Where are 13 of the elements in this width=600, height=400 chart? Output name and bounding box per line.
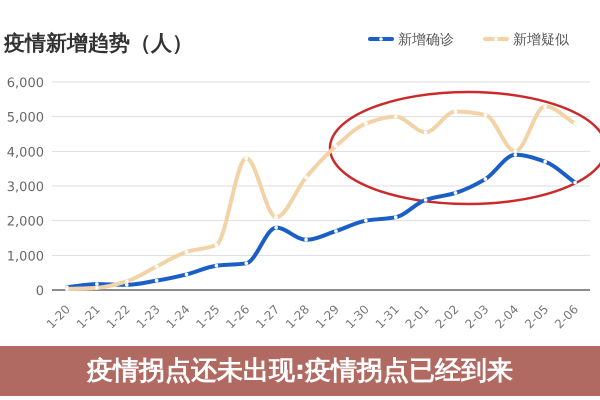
y-tick-label: 3,000	[6, 180, 44, 195]
y-tick-label: 1,000	[6, 249, 44, 264]
y-tick-label: 5,000	[6, 110, 44, 126]
y-tick-label: 2,000	[6, 214, 44, 230]
chart-title: 疫情新增趋势（人）	[3, 31, 193, 55]
y-tick-label: 0	[36, 284, 44, 299]
legend-label: 新增疑似	[513, 32, 569, 48]
line-series	[64, 104, 578, 291]
y-tick-label: 4,000	[6, 145, 44, 160]
legend-label: 新增确诊	[398, 32, 454, 48]
text: 疫情拐点还未出现:疫情拐点已经到来	[86, 355, 514, 388]
line-series	[64, 152, 578, 290]
y-tick-label: 6,000	[6, 76, 44, 91]
